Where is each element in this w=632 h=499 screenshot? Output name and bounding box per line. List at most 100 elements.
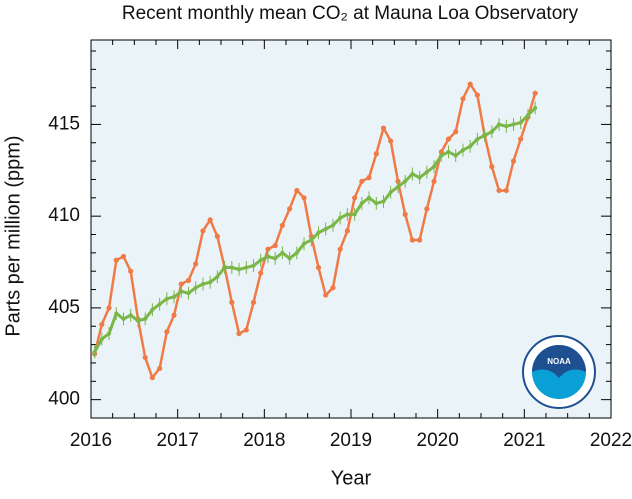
data-point [92, 349, 97, 354]
data-point [439, 153, 444, 158]
x-tick-label: 2019 [330, 430, 372, 451]
x-tick-label: 2020 [417, 430, 459, 451]
data-point [330, 223, 335, 228]
data-point [287, 206, 293, 212]
data-point [315, 264, 322, 271]
x-tick-label: 2022 [590, 430, 632, 451]
data-point [236, 330, 242, 337]
data-point [99, 321, 105, 328]
data-point [424, 206, 430, 212]
data-point [178, 281, 184, 287]
data-point [323, 227, 328, 231]
data-point [453, 153, 458, 158]
data-point [402, 211, 408, 217]
data-point [468, 144, 473, 149]
data-point [381, 199, 386, 204]
data-point [330, 285, 336, 291]
data-point [467, 81, 473, 87]
data-point [99, 337, 104, 342]
data-point [474, 92, 480, 98]
data-point [258, 270, 264, 276]
data-point [489, 129, 494, 134]
data-point [179, 289, 184, 294]
data-point [186, 291, 191, 296]
data-point [128, 268, 134, 274]
series-line [93, 82, 537, 379]
data-point [533, 105, 538, 110]
data-point [164, 329, 170, 335]
data-point [294, 250, 299, 255]
data-point [460, 96, 466, 102]
data-point [511, 122, 516, 127]
data-point [185, 277, 192, 283]
data-point [338, 215, 343, 220]
logo-text: NOAA [547, 357, 571, 366]
data-point [149, 375, 155, 381]
data-point [445, 136, 452, 142]
data-point [374, 201, 379, 206]
data-point [388, 190, 393, 195]
data-point [359, 178, 365, 184]
data-point [518, 120, 523, 125]
noaa-logo: NOAA [522, 335, 596, 409]
data-point [388, 138, 394, 144]
data-point [258, 258, 263, 263]
data-point [237, 267, 242, 272]
data-point [323, 292, 329, 298]
data-point [164, 296, 169, 301]
data-point [366, 175, 372, 181]
data-point [496, 187, 502, 194]
data-point [229, 299, 235, 305]
data-point [142, 354, 148, 361]
data-point [251, 263, 256, 268]
data-point [460, 148, 465, 153]
data-point [106, 305, 112, 311]
data-point [171, 312, 177, 318]
data-point [504, 124, 509, 129]
data-point [417, 175, 422, 180]
data-point [222, 265, 227, 270]
data-point [114, 311, 119, 316]
data-point [345, 212, 350, 217]
data-point [395, 184, 400, 189]
data-point [417, 237, 423, 243]
x-axis-label: Year [331, 467, 372, 489]
data-point [424, 170, 429, 175]
data-point [367, 195, 372, 200]
plot-frame [90, 39, 612, 419]
data-point [265, 254, 270, 259]
data-point [208, 280, 213, 285]
data-point [193, 261, 199, 267]
data-point [337, 246, 343, 252]
logo-top [532, 345, 586, 378]
y-tick-label: 415 [48, 113, 80, 134]
data-point [287, 256, 292, 261]
x-tick-label: 2021 [503, 430, 545, 451]
data-point [193, 285, 198, 290]
data-point [497, 122, 502, 127]
data-point [200, 282, 205, 287]
data-point [128, 313, 133, 318]
data-point [352, 195, 358, 201]
data-point [431, 178, 437, 184]
data-point [489, 164, 495, 170]
data-point [403, 179, 408, 184]
data-point [532, 90, 538, 96]
data-point [525, 113, 530, 118]
data-point [316, 230, 321, 235]
data-point [510, 158, 517, 164]
plot-background [91, 40, 611, 418]
data-point [265, 246, 271, 252]
data-point [135, 318, 140, 323]
data-point [243, 327, 249, 333]
data-point [272, 242, 278, 249]
data-point [475, 137, 480, 142]
data-point [143, 316, 148, 321]
y-tick-label: 400 [48, 389, 80, 410]
x-tick-label: 2017 [157, 430, 199, 451]
data-point [432, 164, 437, 169]
data-point [172, 294, 177, 299]
data-point [150, 307, 155, 312]
data-point [294, 187, 300, 194]
